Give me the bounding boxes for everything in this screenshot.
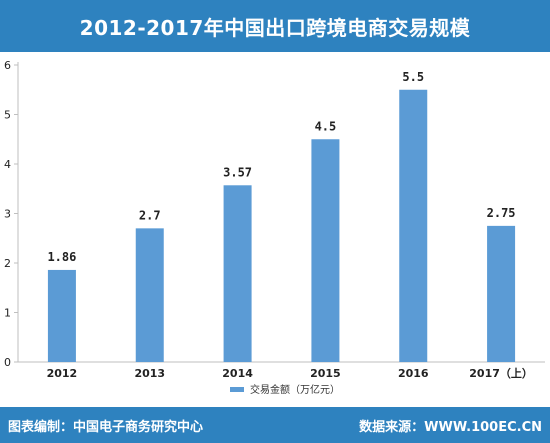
title-bar: 2012-2017年中国出口跨境电商交易规模 (0, 0, 550, 52)
footer-credit: 图表编制：中国电子商务研究中心 (8, 419, 204, 435)
x-tick-label: 2016 (398, 367, 429, 380)
x-tick-label: 2012 (47, 367, 78, 380)
x-tick-label: 2017（上） (469, 366, 533, 380)
y-tick-label: 1 (4, 307, 11, 320)
data-label: 4.5 (315, 119, 337, 133)
y-tick-label: 3 (4, 208, 11, 221)
data-label: 2.7 (139, 208, 161, 222)
data-label: 1.86 (47, 250, 76, 264)
x-tick-label: 2015 (310, 367, 341, 380)
chart-area: 0 1 2 3 4 5 6 1.86 2012 2.7 2013 3.57 2014 4.5 2015 5.5… (0, 52, 550, 407)
bar-2016 (399, 89, 428, 362)
bar-2014 (223, 185, 252, 362)
y-tick-label: 2 (4, 257, 11, 270)
bar-2012 (47, 269, 76, 362)
y-tick-label: 6 (4, 59, 11, 72)
data-label: 2.75 (487, 206, 516, 220)
bar-2017（上） (487, 225, 516, 362)
bar-2015 (311, 139, 340, 362)
footer-source: 数据来源：WWW.100EC.CN (359, 419, 542, 435)
bar-chart: 0 1 2 3 4 5 6 1.86 2012 2.7 2013 3.57 2014 4.5 2015 5.5… (4, 59, 545, 396)
y-tick-label: 5 (4, 109, 11, 122)
y-tick-label: 4 (4, 158, 11, 171)
footer-bar: 图表编制：中国电子商务研究中心 数据来源：WWW.100EC.CN (0, 407, 550, 443)
data-label: 3.57 (223, 165, 252, 179)
legend-swatch (230, 387, 244, 392)
x-tick-label: 2014 (222, 367, 253, 380)
legend-label: 交易金额（万亿元） (250, 383, 340, 396)
chart-title: 2012-2017年中国出口跨境电商交易规模 (79, 15, 471, 40)
x-tick-label: 2013 (134, 367, 165, 380)
bar-2013 (135, 228, 164, 362)
y-tick-label: 0 (4, 356, 11, 369)
data-label: 5.5 (402, 70, 424, 84)
